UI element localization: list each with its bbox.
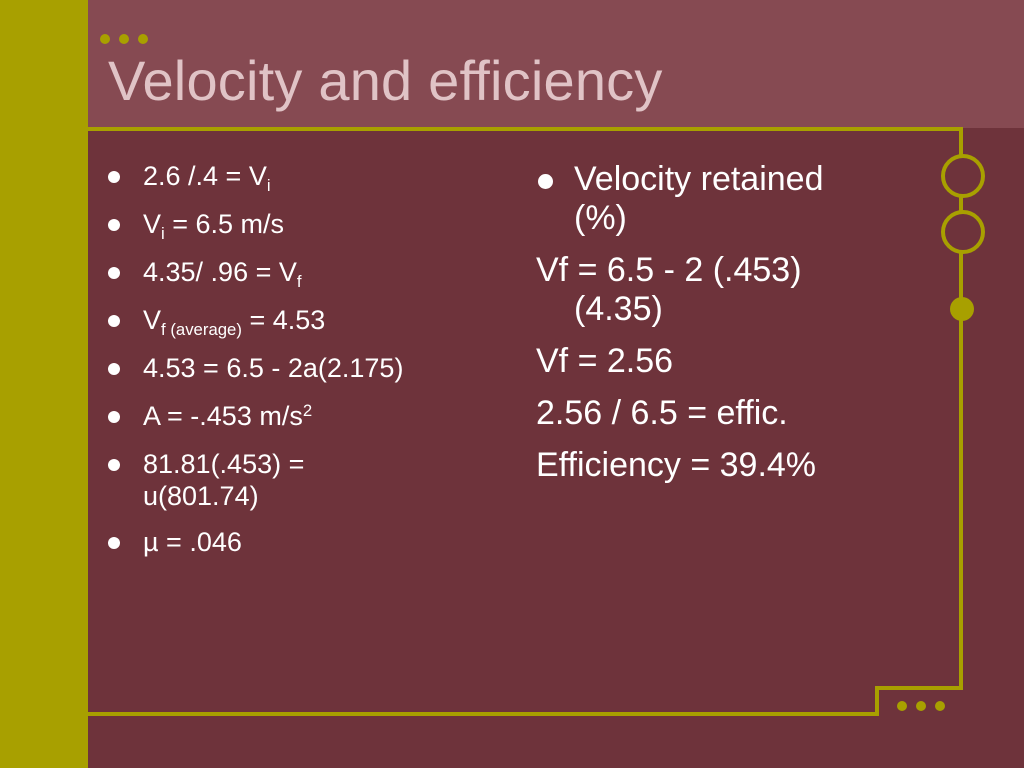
title-dots-decoration (100, 34, 148, 44)
slide-title: Velocity and efficiency (108, 49, 663, 112)
list-item: 2.6 /.4 = Vi (104, 160, 504, 194)
ring-icon (941, 154, 985, 198)
dot-icon (138, 34, 148, 44)
left-bullet-list: 2.6 /.4 = Vi Vi = 6.5 m/s 4.35/ .96 = Vf… (104, 160, 504, 574)
dot-icon (897, 701, 907, 711)
ring-icon (941, 210, 985, 254)
filled-circle-icon (950, 297, 974, 321)
dot-icon (935, 701, 945, 711)
equation-line: Vf = 2.56 (536, 342, 674, 380)
list-item: 4.53 = 6.5 - 2a(2.175) (104, 352, 504, 384)
dot-icon (100, 34, 110, 44)
equation-line: 2.56 / 6.5 = effic. (536, 394, 788, 432)
list-item: Vf (average) = 4.53 (104, 304, 504, 338)
footer-dots-decoration (897, 701, 945, 711)
equation-line: Efficiency = 39.4% (536, 446, 817, 484)
right-content-list: Velocity retained (%) Vf = 6.5 - 2 (.453… (536, 160, 916, 498)
list-item: 81.81(.453) = u(801.74) (104, 448, 373, 512)
list-item: A = -.453 m/s2 (104, 400, 504, 432)
frame-border (88, 127, 963, 716)
list-item: 4.35/ .96 = Vf (104, 256, 504, 290)
list-item: Velocity retained (%) (536, 160, 874, 238)
list-item: µ = .046 (104, 526, 504, 558)
list-item: Vi = 6.5 m/s (104, 208, 504, 242)
dot-icon (916, 701, 926, 711)
title-band (88, 0, 1024, 128)
left-accent-bar (0, 0, 88, 768)
equation-line: Vf = 6.5 - 2 (.453)(4.35) (536, 251, 802, 328)
dot-icon (119, 34, 129, 44)
